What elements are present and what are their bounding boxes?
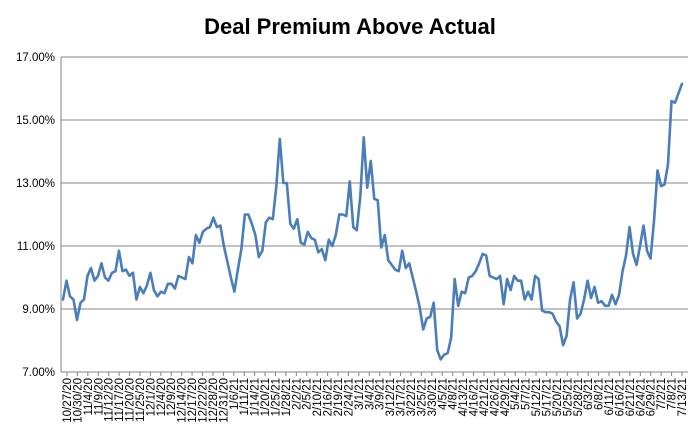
x-tick-label: 3/1/21 [354, 378, 366, 410]
x-tick-label: 12/28/20 [208, 378, 220, 423]
y-tick-label: 13.00% [16, 178, 55, 190]
x-tick-label: 5/12/21 [531, 378, 543, 416]
x-tick-label: 6/24/21 [635, 378, 647, 416]
x-tick-label: 2/16/21 [323, 378, 335, 416]
x-tick-label: 11/9/20 [93, 378, 105, 416]
x-tick-label: 6/16/21 [614, 378, 626, 416]
x-tick-label: 12/22/20 [198, 378, 210, 423]
y-tick-label: 17.00% [16, 52, 55, 64]
x-tick-label: 11/4/20 [83, 378, 95, 416]
x-tick-label: 6/3/21 [583, 378, 595, 410]
x-tick-label: 6/29/21 [646, 378, 658, 416]
x-tick-label: 2/19/21 [333, 378, 345, 416]
series-line [61, 82, 684, 361]
x-tick-label: 10/30/20 [72, 378, 84, 423]
x-tick-label: 7/8/21 [667, 378, 679, 410]
x-tick-label: 4/8/21 [448, 378, 460, 410]
x-tick-label: 3/12/21 [385, 378, 397, 416]
x-tick-label: 2/24/21 [343, 378, 355, 416]
x-tick-label: 1/25/21 [270, 378, 282, 416]
x-tick-label: 6/11/21 [604, 378, 616, 416]
x-tick-label: 4/13/21 [458, 378, 470, 416]
x-tick-label: 1/28/21 [281, 378, 293, 416]
x-tick-label: 2/5/21 [302, 378, 314, 410]
x-tick-label: 11/17/20 [114, 378, 126, 422]
x-tick-label: 3/17/21 [396, 378, 408, 416]
x-tick-label: 12/4/20 [156, 378, 168, 416]
x-tick-label: 3/30/21 [427, 378, 439, 416]
x-tick-label: 12/31/20 [218, 378, 230, 423]
x-tick-label: 11/20/20 [125, 378, 137, 422]
x-tick-label: 11/12/20 [104, 378, 116, 422]
x-tick-label: 2/2/21 [291, 378, 303, 410]
y-tick-label: 15.00% [16, 115, 55, 127]
x-tick-label: 1/6/21 [229, 378, 241, 410]
x-tick-label: 4/21/21 [479, 378, 491, 416]
x-tick-label: 1/14/21 [250, 378, 262, 416]
series-layer [61, 82, 684, 361]
x-tick-label: 2/10/21 [312, 378, 324, 416]
y-axis: 7.00% 9.00% 11.00% 13.00% 15.00% 17.00% [16, 52, 62, 379]
x-tick-label: 1/20/21 [260, 378, 272, 416]
x-tick-label: 11/25/20 [135, 378, 147, 422]
x-tick-label: 4/29/21 [500, 378, 512, 416]
x-tick-label: 4/5/21 [437, 378, 449, 410]
x-tick-label: 3/22/21 [406, 378, 418, 416]
x-tick-label: 7/2/21 [656, 378, 668, 410]
x-tick-label: 6/21/21 [625, 378, 637, 416]
y-tick-label: 9.00% [22, 304, 55, 316]
x-tick-label: 5/17/21 [541, 378, 553, 416]
x-tick-label: 3/9/21 [375, 378, 387, 410]
x-tick-label: 12/17/20 [187, 378, 199, 423]
gridlines [61, 56, 688, 310]
x-tick-label: 4/26/21 [489, 378, 501, 416]
x-tick-label: 3/25/21 [416, 378, 428, 416]
x-tick-label: 5/28/21 [573, 378, 585, 416]
x-tick-label: 12/14/20 [177, 378, 189, 423]
x-tick-label: 3/4/21 [364, 378, 376, 410]
x-tick-label: 1/11/21 [239, 378, 251, 416]
x-tick-label: 4/16/21 [469, 378, 481, 416]
x-tick-label: 5/25/21 [562, 378, 574, 416]
chart-title: Deal Premium Above Actual [204, 14, 496, 39]
x-tick-label: 6/8/21 [594, 378, 606, 410]
x-tick-label: 7/13/21 [677, 378, 689, 416]
y-tick-label: 7.00% [22, 367, 55, 379]
x-tick-label: 5/4/21 [510, 378, 522, 410]
x-tick-label: 12/1/20 [145, 378, 157, 416]
x-tick-label: 5/20/21 [552, 378, 564, 416]
x-tick-label: 10/27/20 [62, 378, 74, 423]
x-tick-label: 5/7/21 [521, 378, 533, 410]
y-tick-label: 11.00% [17, 241, 55, 253]
x-tick-label: 12/9/20 [166, 378, 178, 416]
x-axis: 10/27/2010/30/2011/4/2011/9/2011/12/2011… [61, 371, 689, 423]
